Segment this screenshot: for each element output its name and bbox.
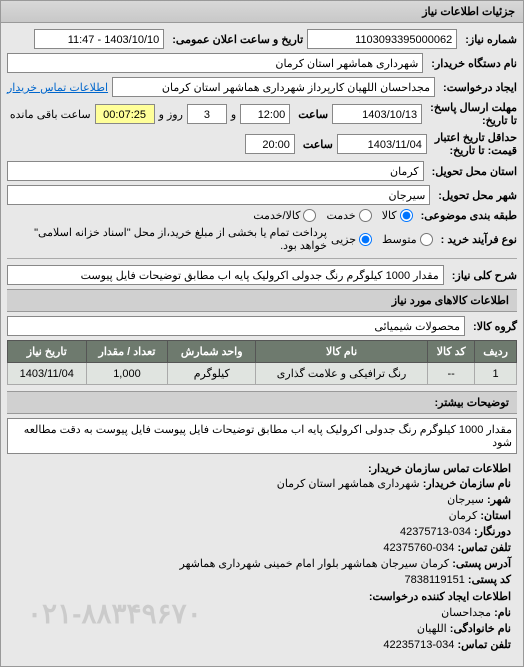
- radio-kala-khadmat-input[interactable]: [303, 209, 316, 222]
- td-0: 1: [475, 363, 517, 385]
- th-0: ردیف: [475, 341, 517, 363]
- extra-section-title: توضیحات بیشتر:: [7, 391, 517, 414]
- need-details-panel: جزئیات اطلاعات نیاز شماره نیاز: 11030933…: [0, 0, 524, 667]
- need-desc-label: شرح کلی نیاز:: [448, 269, 517, 282]
- radio-khadmat-input[interactable]: [359, 209, 372, 222]
- announce-field: 1403/10/10 - 11:47: [34, 29, 164, 49]
- device-field: شهرداری هماشهر استان کرمان: [7, 53, 423, 73]
- table-header-row: ردیف کد کالا نام کالا واحد شمارش تعداد /…: [8, 341, 517, 363]
- announce-label: تاریخ و ساعت اعلان عمومی:: [168, 33, 303, 46]
- send-deadline-label: مهلت ارسال پاسخ: تا تاریخ:: [426, 101, 517, 127]
- panel-title: جزئیات اطلاعات نیاز: [1, 1, 523, 23]
- td-3: کیلوگرم: [168, 363, 256, 385]
- subject-type-radios: کالا خدمت کالا/خدمت: [253, 209, 412, 222]
- fax-line: دورنگار: 034-42375713: [13, 525, 511, 538]
- goods-table: ردیف کد کالا نام کالا واحد شمارش تعداد /…: [7, 340, 517, 385]
- creator-field: مجداحسان اللهیان کارپرداز شهرداری هماشهر…: [112, 77, 435, 97]
- phone-line: تلفن تماس: 034-42375760: [13, 541, 511, 554]
- family-line: نام خانوادگی: اللهیان: [13, 622, 511, 635]
- postal-line: کد پستی: 7838119151: [13, 573, 511, 586]
- group-field: محصولات شیمیائی: [7, 316, 465, 336]
- creator-label: ایجاد درخواست:: [439, 81, 517, 94]
- req-phone-line: تلفن تماس: 034-42235713: [13, 638, 511, 651]
- device-label: نام دستگاه خریدار:: [427, 57, 517, 70]
- th-5: تاریخ نیاز: [8, 341, 87, 363]
- day-and-text: روز و: [159, 108, 183, 121]
- remaining-label: ساعت باقی مانده: [10, 108, 91, 121]
- radio-jozi[interactable]: جزیی: [331, 233, 372, 246]
- process-label: نوع فرآیند خرید :: [437, 233, 517, 246]
- group-label: گروه کالا:: [469, 320, 517, 333]
- contact-city-line: شهر: سیرجان: [13, 493, 511, 506]
- requester-section-title: اطلاعات ایجاد کننده درخواست:: [13, 590, 511, 603]
- radio-motavaset[interactable]: متوسط: [382, 233, 433, 246]
- extra-desc-box: مقدار 1000 کیلوگرم رنگ جدولی اکرولیک پای…: [7, 418, 517, 454]
- name-line: نام: مجداحسان: [13, 606, 511, 619]
- price-deadline-label: حداقل تاریخ اعتبار قیمت: تا تاریخ:: [431, 131, 517, 157]
- need-desc-field: مقدار 1000 کیلوگرم رنگ جدولی اکرولیک پای…: [7, 265, 444, 285]
- td-4: 1,000: [86, 363, 168, 385]
- td-2: رنگ ترافیکی و علامت گذاری: [256, 363, 428, 385]
- radio-kala-khadmat[interactable]: کالا/خدمت: [253, 209, 316, 222]
- process-note: پرداخت تمام یا بخشی از مبلغ خرید،از محل …: [7, 226, 327, 252]
- th-1: کد کالا: [428, 341, 475, 363]
- process-radios: متوسط جزیی: [331, 233, 433, 246]
- province-label: استان محل تحویل:: [428, 165, 517, 178]
- days-field: 3: [187, 104, 227, 124]
- radio-jozi-input[interactable]: [359, 233, 372, 246]
- send-time-field: 12:00: [240, 104, 290, 124]
- goods-section-title: اطلاعات کالاهای مورد نیاز: [7, 289, 517, 312]
- radio-kala-input[interactable]: [400, 209, 413, 222]
- and-text: و: [231, 108, 236, 121]
- buyer-contact-link[interactable]: اطلاعات تماس خریدار: [7, 81, 108, 94]
- time-label-1: ساعت: [294, 108, 328, 121]
- radio-motavaset-input[interactable]: [420, 233, 433, 246]
- need-no-label: شماره نیاز:: [461, 33, 517, 46]
- time-label-2: ساعت: [299, 138, 333, 151]
- subject-type-label: طبقه بندی موضوعی:: [417, 209, 517, 222]
- price-time-field: 20:00: [245, 134, 295, 154]
- radio-khadmat[interactable]: خدمت: [326, 209, 371, 222]
- city-field: سیرجان: [7, 185, 430, 205]
- need-no-field: 1103093395000062: [307, 29, 457, 49]
- contact-province-line: استان: کرمان: [13, 509, 511, 522]
- send-date-field: 1403/10/13: [332, 104, 422, 124]
- province-field: کرمان: [7, 161, 424, 181]
- remaining-field: 00:07:25: [95, 104, 155, 124]
- address-line: آدرس پستی: کرمان سیرجان هماشهر بلوار اما…: [13, 557, 511, 570]
- city-label: شهر محل تحویل:: [434, 189, 517, 202]
- th-4: تعداد / مقدار: [86, 341, 168, 363]
- table-row: 1 -- رنگ ترافیکی و علامت گذاری کیلوگرم 1…: [8, 363, 517, 385]
- th-2: نام کالا: [256, 341, 428, 363]
- radio-kala[interactable]: کالا: [382, 209, 413, 222]
- td-1: --: [428, 363, 475, 385]
- th-3: واحد شمارش: [168, 341, 256, 363]
- org-line: نام سازمان خریدار: شهرداری هماشهر استان …: [13, 477, 511, 490]
- contact-section-title: اطلاعات تماس سازمان خریدار:: [13, 460, 511, 477]
- price-date-field: 1403/11/04: [337, 134, 427, 154]
- td-5: 1403/11/04: [8, 363, 87, 385]
